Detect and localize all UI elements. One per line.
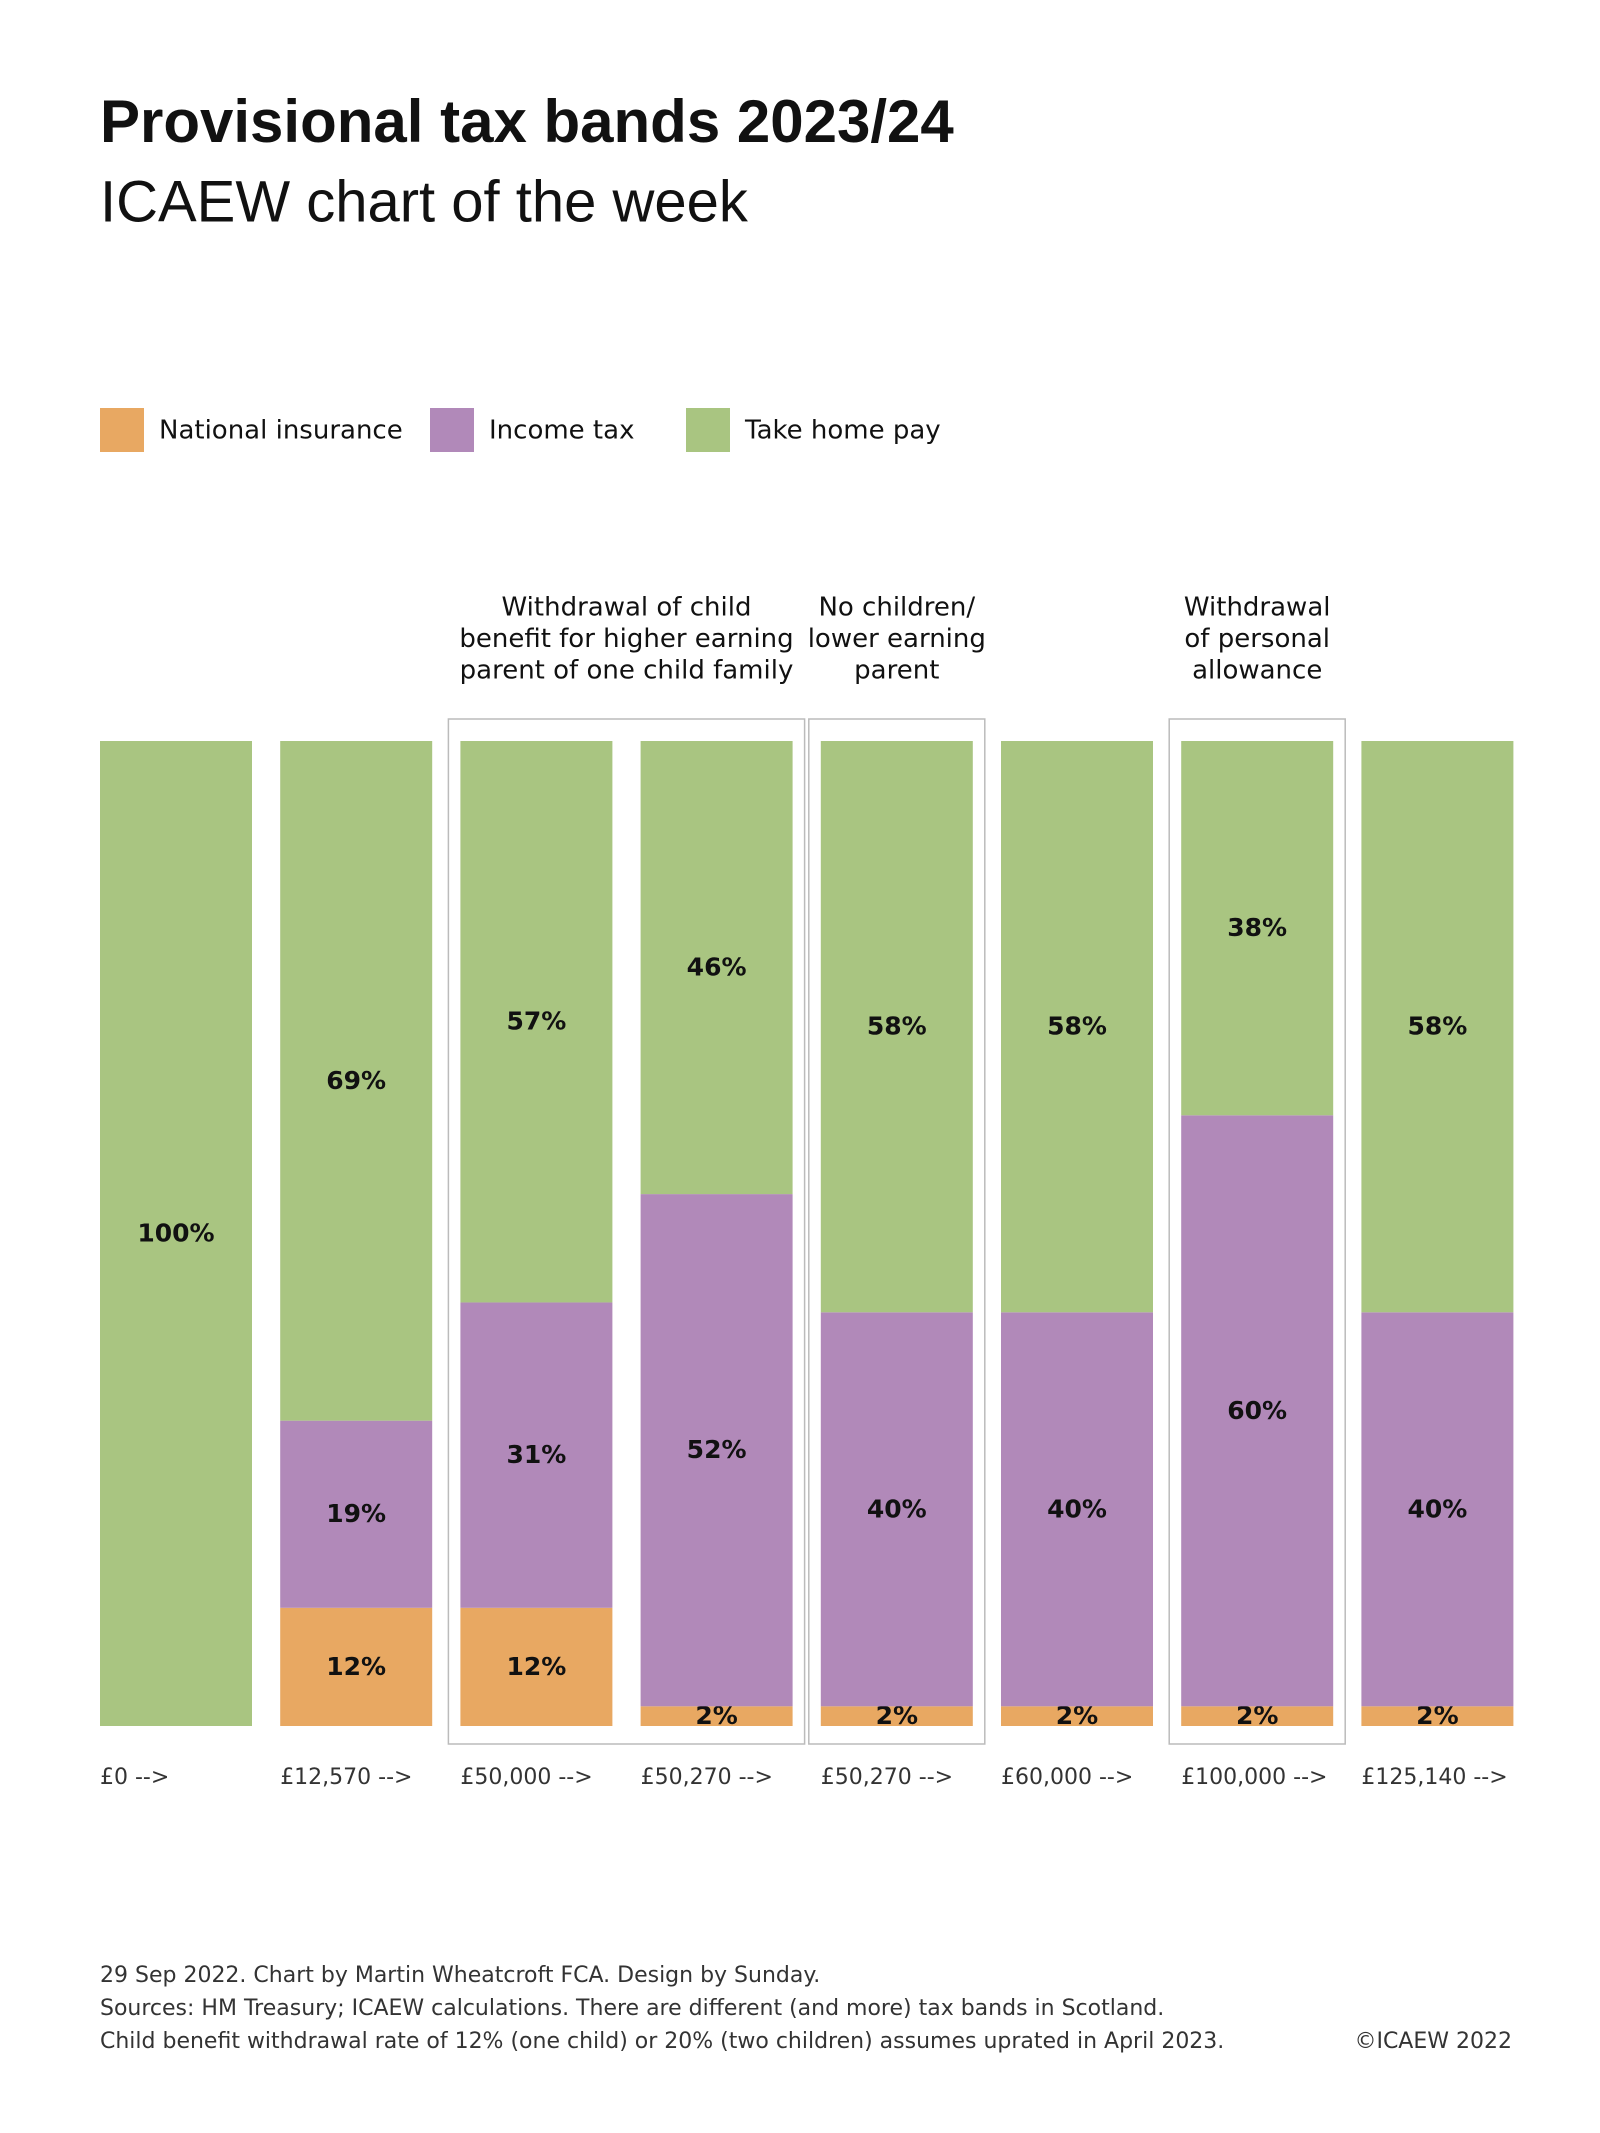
data-label: 31% xyxy=(506,1440,566,1469)
x-tick-label: £100,000 --> xyxy=(1181,1765,1327,1790)
x-tick-label: £125,140 --> xyxy=(1361,1765,1507,1790)
data-label: 100% xyxy=(137,1219,214,1248)
data-label: 52% xyxy=(687,1435,747,1464)
annotation-box xyxy=(808,718,986,1745)
x-tick-label: £50,270 --> xyxy=(821,1765,953,1790)
data-label: 40% xyxy=(867,1494,927,1523)
annotation-text: Withdrawal xyxy=(1184,593,1331,623)
legend-swatch xyxy=(100,408,144,452)
bar-segment xyxy=(640,1706,793,1726)
annotation-text: benefit for higher earning xyxy=(459,624,793,654)
bar-segment xyxy=(820,1706,973,1726)
data-label: 40% xyxy=(1047,1494,1107,1523)
bar-segment xyxy=(460,1607,613,1726)
data-label: 58% xyxy=(1047,1012,1107,1041)
x-tick-label: £50,000 --> xyxy=(460,1765,592,1790)
data-label: 58% xyxy=(867,1012,927,1041)
footnote: Child benefit withdrawal rate of 12% (on… xyxy=(100,2029,1224,2054)
bar-segment xyxy=(1181,741,1334,1116)
annotation-text: allowance xyxy=(1192,656,1322,686)
footnote: Sources: HM Treasury; ICAEW calculations… xyxy=(100,1996,1164,2021)
copyright: ©ICAEW 2022 xyxy=(1354,2029,1512,2054)
bar-segment xyxy=(460,741,613,1303)
bar-segment xyxy=(280,1607,433,1726)
data-label: 38% xyxy=(1227,913,1287,942)
annotation-box xyxy=(447,718,806,1745)
legend-swatch xyxy=(430,408,474,452)
data-label: 69% xyxy=(326,1066,386,1095)
bar-segment xyxy=(280,1420,433,1608)
legend-swatch xyxy=(686,408,730,452)
annotation-text: parent xyxy=(854,656,939,686)
bar-segment xyxy=(1361,1312,1514,1707)
data-label: 46% xyxy=(687,953,747,982)
annotation-text: lower earning xyxy=(808,624,986,654)
x-tick-label: £12,570 --> xyxy=(280,1765,412,1790)
legend-label: Take home pay xyxy=(744,416,941,446)
data-label: 57% xyxy=(506,1007,566,1036)
data-label: 40% xyxy=(1407,1494,1467,1523)
bar-segment xyxy=(820,741,973,1313)
data-label: 12% xyxy=(506,1652,566,1681)
bar-segment xyxy=(280,741,433,1421)
bar-segment xyxy=(1361,1706,1514,1726)
bar-segment xyxy=(1001,1706,1153,1726)
bar-segment xyxy=(1001,741,1153,1313)
annotation-text: No children/ xyxy=(818,593,975,623)
bar-segment xyxy=(100,741,252,1726)
data-label: 58% xyxy=(1407,1012,1467,1041)
data-label: 12% xyxy=(326,1652,386,1681)
x-tick-label: £60,000 --> xyxy=(1001,1765,1133,1790)
annotation-text: parent of one child family xyxy=(460,656,794,686)
bar-segment xyxy=(820,1312,973,1707)
x-tick-label: £50,270 --> xyxy=(641,1765,773,1790)
chart-title: Provisional tax bands 2023/24 xyxy=(100,88,954,155)
legend-label: Income tax xyxy=(489,416,634,446)
bar-segment xyxy=(640,741,793,1195)
legend-label: National insurance xyxy=(159,416,403,446)
chart-subtitle: ICAEW chart of the week xyxy=(100,169,749,234)
annotation-box xyxy=(1168,718,1346,1745)
footnote: 29 Sep 2022. Chart by Martin Wheatcroft … xyxy=(100,1963,820,1988)
bar-segment xyxy=(460,1302,613,1608)
data-label: 60% xyxy=(1227,1396,1287,1425)
bar-segment xyxy=(640,1194,793,1707)
bar-segment xyxy=(1181,1706,1334,1726)
annotation-text: of personal xyxy=(1184,624,1330,654)
bar-segment xyxy=(1361,741,1514,1313)
x-tick-label: £0 --> xyxy=(100,1765,169,1790)
bar-segment xyxy=(1181,1115,1334,1707)
data-label: 19% xyxy=(326,1499,386,1528)
annotation-text: Withdrawal of child xyxy=(502,593,752,623)
bar-segment xyxy=(1001,1312,1153,1707)
